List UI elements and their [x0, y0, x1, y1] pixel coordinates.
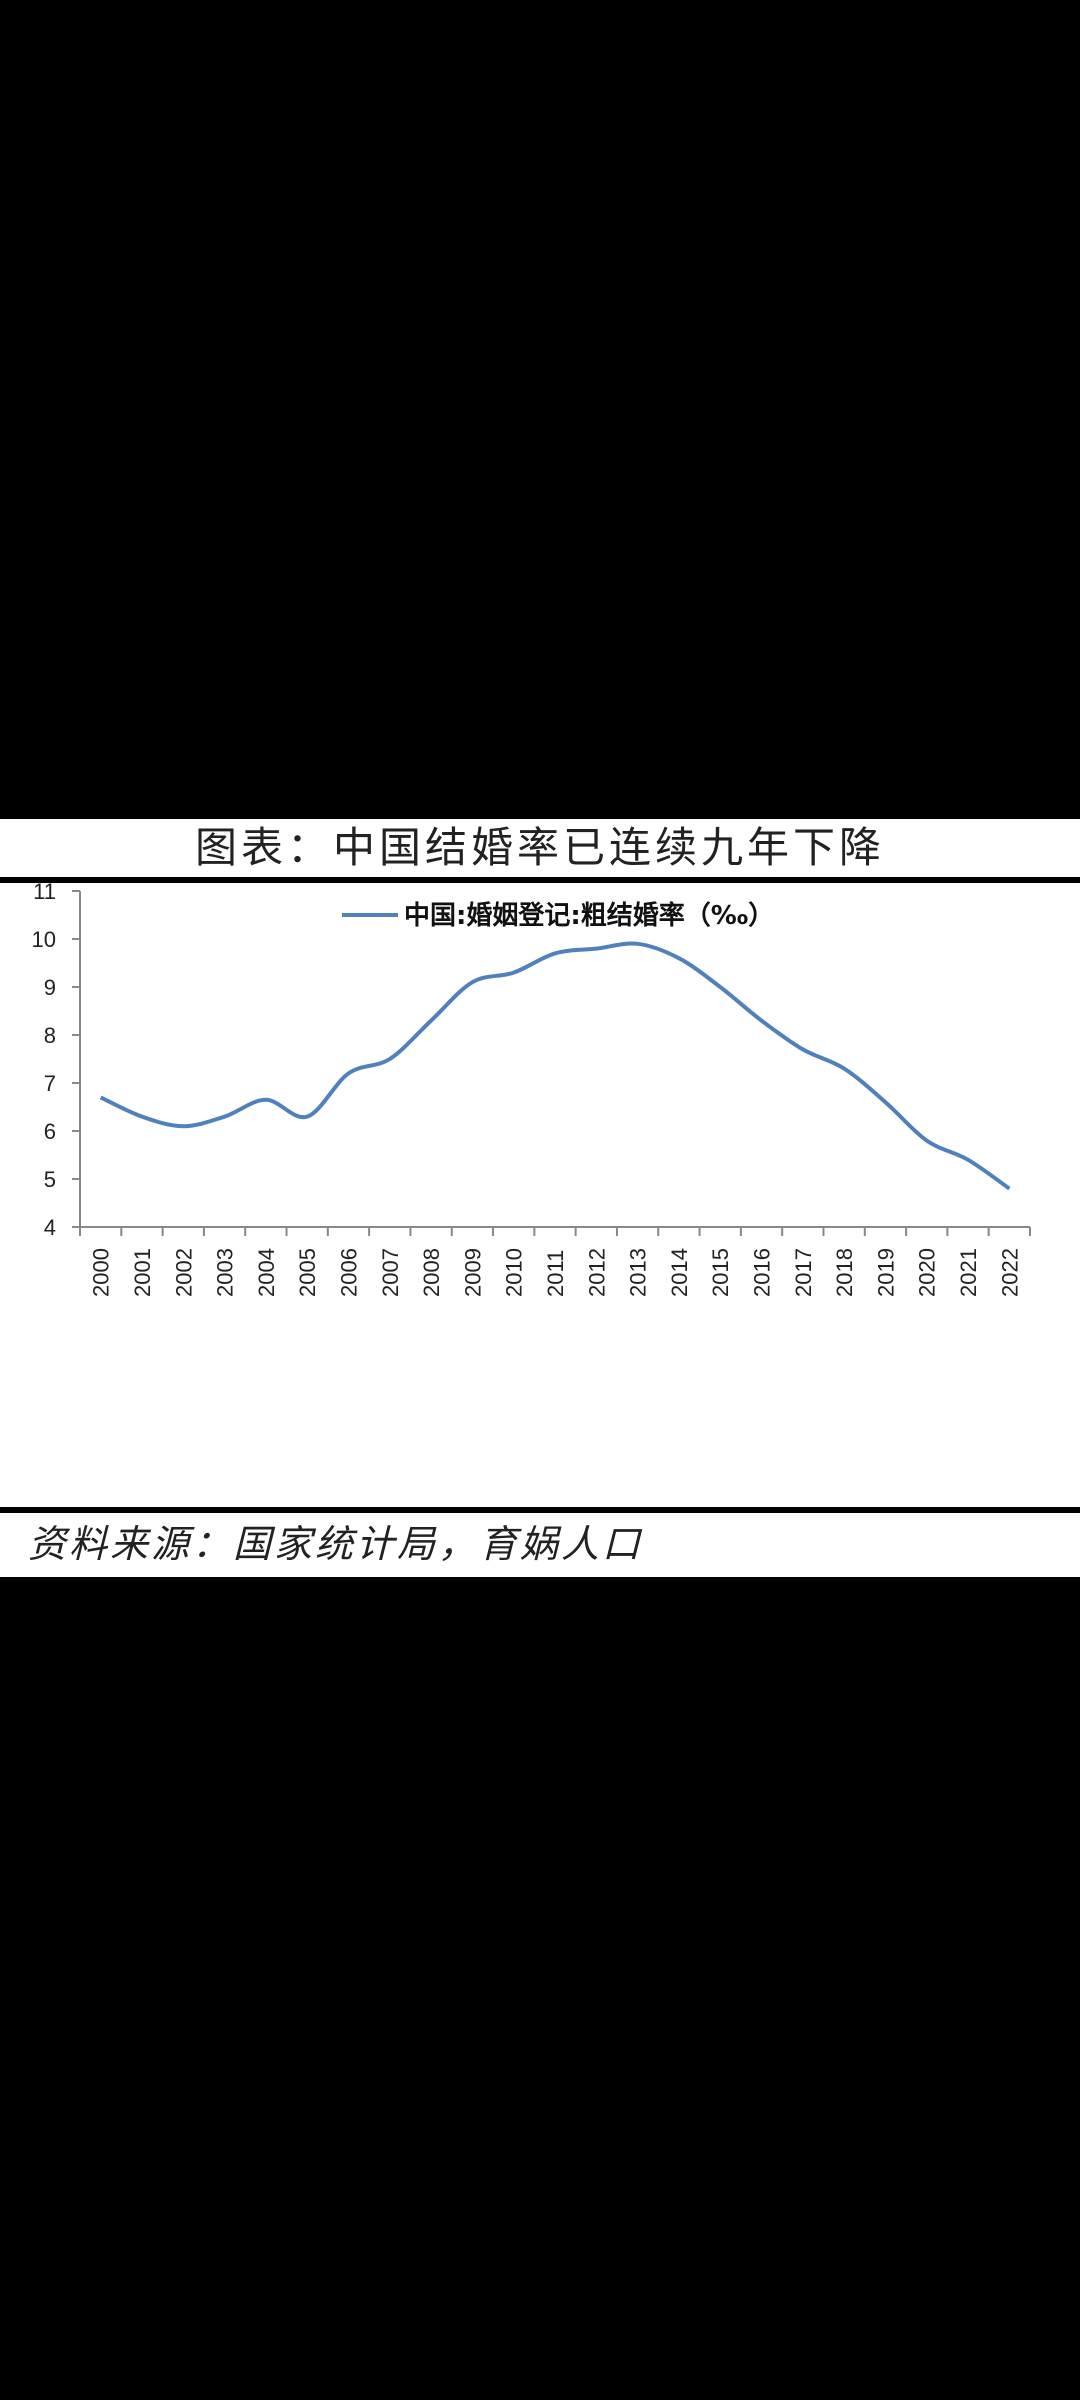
x-tick-label: 2016: [750, 1248, 775, 1297]
x-tick-label: 2014: [667, 1248, 692, 1297]
x-tick-label: 2000: [89, 1248, 114, 1297]
x-tick-label: 2013: [626, 1248, 651, 1297]
x-tick-label: 2003: [213, 1248, 238, 1297]
x-tick-label: 2022: [997, 1248, 1022, 1297]
y-tick-label: 9: [44, 975, 56, 1000]
x-tick-label: 2008: [419, 1248, 444, 1297]
chart-card: 图表：中国结婚率已连续九年下降 4 5 6 7 8 9 10 11 2000 2001 2002 2…: [0, 819, 1080, 1577]
x-tick-label: 2005: [295, 1248, 320, 1297]
top-rule: [0, 877, 1080, 883]
series-line: [99, 941, 1011, 1191]
x-tick-label: 2004: [254, 1248, 279, 1297]
y-tick-label: 10: [32, 927, 56, 952]
y-tick-label: 8: [44, 1023, 56, 1048]
bottom-rule: [0, 1507, 1080, 1513]
y-tick-label: 4: [44, 1215, 56, 1240]
x-tick-label: 2020: [915, 1248, 940, 1297]
x-tick-label: 2007: [378, 1248, 403, 1297]
source-note: 资料来源：国家统计局，育娲人口: [28, 1522, 644, 1566]
x-tick-labels: 2000 2001 2002 2003 2004 2005 2006 2007 2008 2009…: [89, 1248, 1023, 1297]
axes: [72, 890, 1031, 1236]
x-tick-label: 2011: [543, 1250, 568, 1297]
legend-label: 中国:婚姻登记:粗结婚率（‰）: [404, 900, 774, 931]
y-tick-labels: 4 5 6 7 8 9 10 11: [32, 883, 56, 1240]
y-tick-label: 5: [44, 1167, 56, 1192]
x-tick-label: 2018: [832, 1248, 857, 1297]
x-tick-label: 2002: [171, 1248, 196, 1297]
y-tick-label: 6: [44, 1119, 56, 1144]
x-tick-label: 2017: [791, 1248, 816, 1297]
x-tick-label: 2012: [584, 1248, 609, 1297]
x-tick-label: 2010: [502, 1248, 527, 1297]
x-tick-label: 2009: [460, 1248, 485, 1297]
series-group: [99, 941, 1011, 1191]
y-tick-label: 7: [44, 1071, 56, 1096]
y-tick-label: 11: [33, 883, 56, 904]
x-tick-label: 2015: [708, 1248, 733, 1297]
legend: 中国:婚姻登记:粗结婚率（‰）: [342, 900, 774, 931]
x-tick-label: 2019: [873, 1248, 898, 1297]
x-tick-label: 2006: [336, 1248, 361, 1297]
chart-title: 图表：中国结婚率已连续九年下降: [194, 823, 885, 872]
x-tick-label: 2021: [956, 1248, 981, 1297]
x-tick-label: 2001: [130, 1248, 155, 1297]
